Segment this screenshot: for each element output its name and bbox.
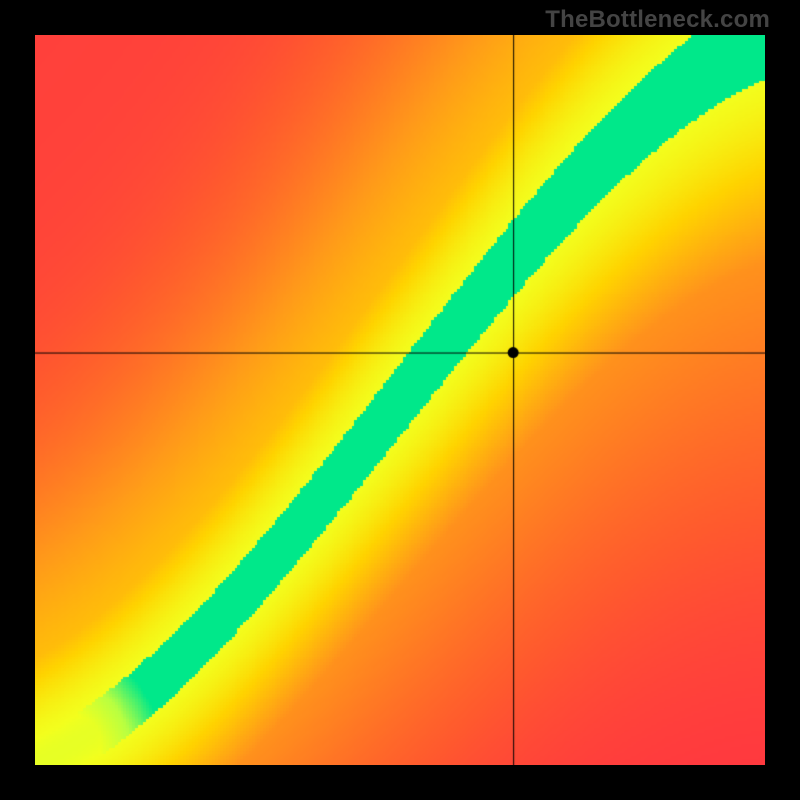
heatmap-plot: [35, 35, 765, 765]
watermark-text: TheBottleneck.com: [545, 6, 770, 34]
heatmap-canvas: [35, 35, 765, 765]
chart-frame: { "watermark": { "text": "TheBottleneck.…: [0, 0, 800, 800]
